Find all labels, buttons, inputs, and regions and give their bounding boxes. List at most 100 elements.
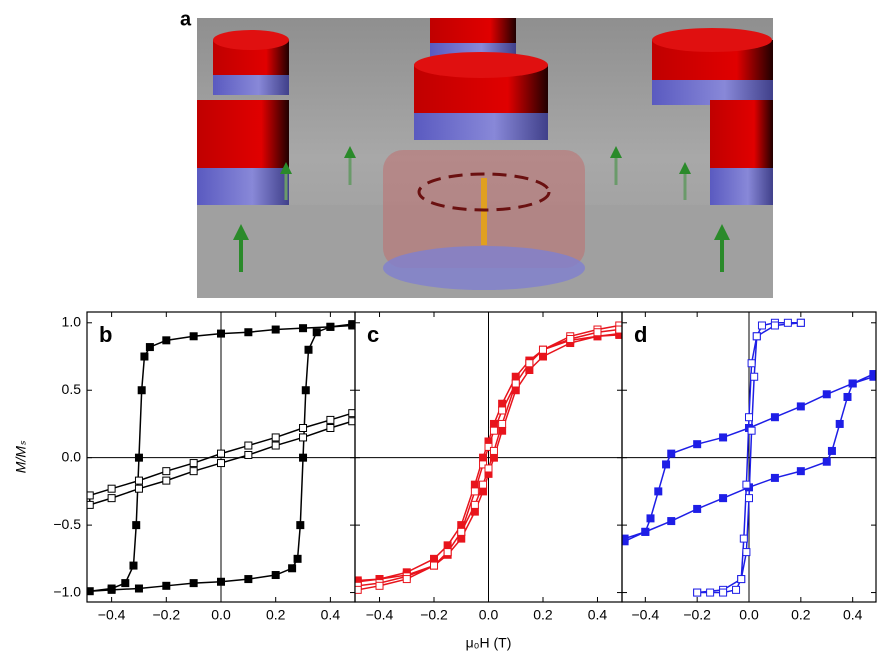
marker [484, 442, 493, 451]
x-tick-label: 0.0 [479, 607, 499, 623]
marker [293, 554, 302, 563]
marker [593, 328, 602, 337]
marker [162, 467, 171, 476]
marker [489, 446, 498, 455]
plot-area [355, 321, 622, 594]
marker [848, 379, 857, 388]
marker [646, 514, 655, 523]
x-tick-label: −0.2 [420, 607, 448, 623]
marker [489, 426, 498, 435]
y-tick-label: 1.0 [62, 313, 82, 329]
marker [326, 424, 335, 432]
marker [375, 581, 384, 590]
plot-frame [621, 311, 877, 603]
marker [511, 379, 520, 388]
marker [747, 359, 756, 368]
marker [498, 406, 507, 415]
marker [525, 359, 534, 368]
marker [299, 324, 308, 333]
y-tick-label: 0.0 [62, 448, 82, 464]
marker [162, 581, 171, 590]
marker [244, 328, 253, 337]
marker [271, 325, 280, 334]
x-axis-title: μ₀H (T) [466, 635, 512, 651]
marker [706, 588, 715, 597]
marker [288, 564, 297, 573]
marker [132, 521, 141, 530]
marker [134, 584, 143, 593]
marker [822, 457, 831, 466]
marker [498, 419, 507, 428]
marker [134, 476, 143, 485]
marker [667, 517, 676, 526]
marker [430, 561, 439, 570]
marker [140, 352, 149, 361]
marker [796, 467, 805, 476]
panel-label: c [367, 322, 379, 347]
marker [299, 424, 308, 432]
marker [745, 413, 753, 422]
marker [244, 441, 253, 450]
marker [217, 449, 225, 458]
marker [796, 402, 805, 411]
marker [745, 494, 753, 503]
marker [641, 527, 650, 536]
marker [770, 473, 779, 482]
marker [484, 464, 493, 473]
marker [869, 370, 876, 379]
marker [457, 527, 466, 536]
x-tick-label: 0.2 [791, 607, 811, 623]
marker [402, 575, 411, 584]
marker [770, 321, 779, 330]
marker [742, 480, 751, 489]
x-tick-label: −0.2 [152, 607, 180, 623]
marker [107, 585, 116, 594]
marker [244, 575, 253, 584]
marker [107, 484, 116, 493]
marker [304, 345, 313, 354]
marker [796, 318, 805, 327]
marker [348, 417, 355, 426]
x-tick-label: −0.2 [683, 607, 711, 623]
marker [145, 343, 154, 352]
marker [217, 577, 225, 586]
marker [271, 433, 280, 442]
marker [693, 440, 702, 449]
marker [87, 491, 94, 500]
marker [667, 449, 676, 458]
marker [430, 554, 439, 563]
marker [566, 334, 575, 343]
marker [189, 467, 198, 476]
y-tick-label: 0.5 [62, 381, 82, 397]
marker [134, 453, 143, 462]
marker [843, 392, 852, 401]
marker [538, 352, 547, 361]
marker [662, 460, 671, 469]
marker [615, 325, 622, 334]
marker [162, 336, 171, 345]
marker [538, 345, 547, 354]
marker [750, 372, 759, 381]
marker [732, 585, 741, 594]
x-tick-label: 0.4 [321, 607, 341, 623]
marker [244, 450, 253, 459]
marker [312, 328, 321, 337]
marker [271, 441, 280, 450]
marker [827, 446, 836, 455]
marker [719, 433, 728, 442]
y-tick-label: −1.0 [53, 583, 81, 599]
marker [348, 409, 355, 418]
marker [757, 321, 766, 330]
marker [742, 548, 751, 557]
series-line [88, 412, 353, 506]
marker [479, 460, 488, 469]
marker [747, 426, 756, 435]
marker [835, 419, 844, 428]
x-tick-label: −0.4 [366, 607, 394, 623]
marker [479, 480, 488, 489]
marker [296, 521, 305, 530]
marker [770, 413, 779, 422]
marker [271, 571, 280, 580]
y-tick-label: −0.5 [53, 516, 81, 532]
